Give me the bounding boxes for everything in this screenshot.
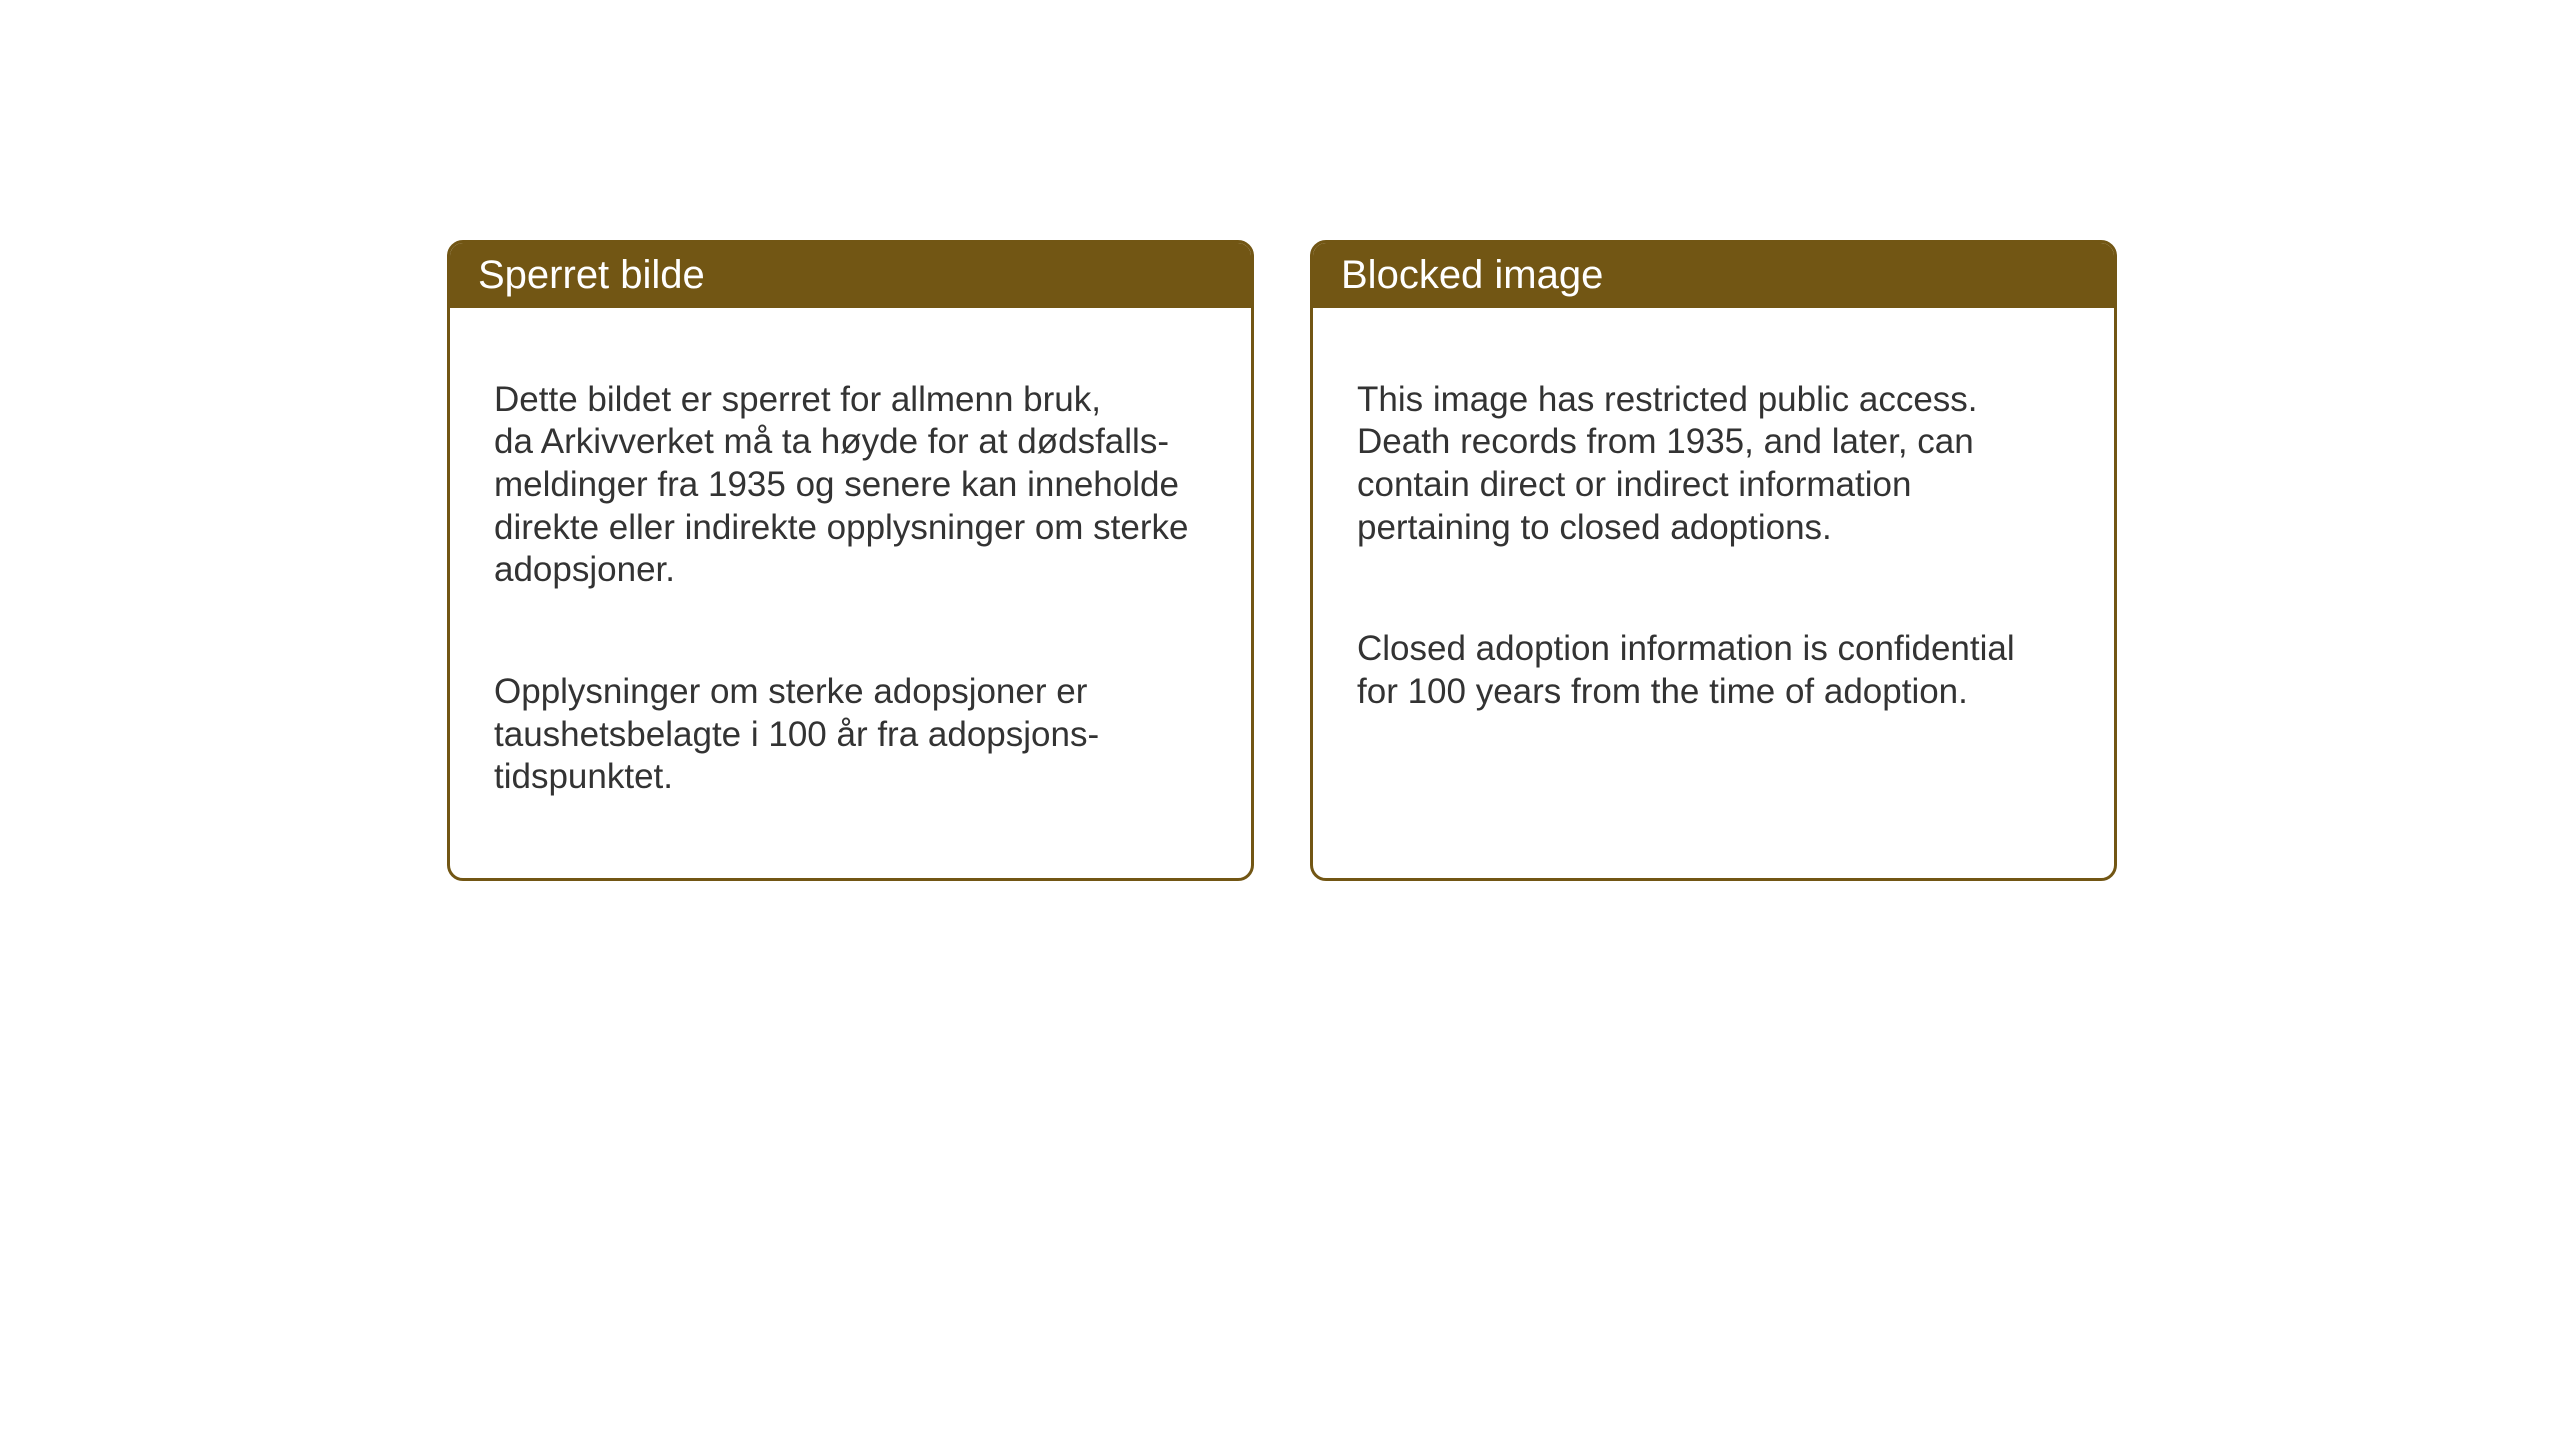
notice-body-norwegian: Dette bildet er sperret for allmenn bruk… [450, 308, 1251, 878]
notice-container: Sperret bilde Dette bildet er sperret fo… [447, 240, 2117, 881]
notice-text-norwegian: Dette bildet er sperret for allmenn bruk… [494, 336, 1207, 842]
notice-paragraph-2-norwegian: Opplysninger om sterke adopsjoner er tau… [494, 671, 1207, 799]
notice-card-norwegian: Sperret bilde Dette bildet er sperret fo… [447, 240, 1254, 881]
notice-header-english: Blocked image [1313, 243, 2114, 308]
notice-paragraph-1-norwegian: Dette bildet er sperret for allmenn bruk… [494, 379, 1207, 592]
notice-header-norwegian: Sperret bilde [450, 243, 1251, 308]
notice-title-norwegian: Sperret bilde [478, 253, 705, 297]
notice-paragraph-1-english: This image has restricted public access.… [1357, 379, 2070, 550]
notice-body-english: This image has restricted public access.… [1313, 308, 2114, 792]
notice-paragraph-2-english: Closed adoption information is confident… [1357, 628, 2070, 713]
notice-card-english: Blocked image This image has restricted … [1310, 240, 2117, 881]
notice-text-english: This image has restricted public access.… [1357, 336, 2070, 756]
notice-title-english: Blocked image [1341, 253, 1603, 297]
